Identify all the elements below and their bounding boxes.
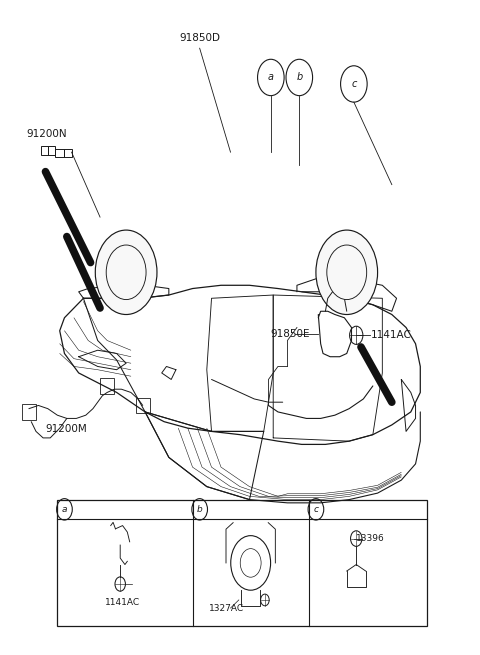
Bar xyxy=(48,145,55,155)
Bar xyxy=(100,378,114,394)
Bar xyxy=(22,404,36,420)
Text: 1327AC: 1327AC xyxy=(209,603,244,612)
Circle shape xyxy=(327,245,367,299)
Text: b: b xyxy=(296,73,302,83)
Text: 91200M: 91200M xyxy=(46,424,87,434)
Text: b: b xyxy=(197,505,203,514)
Text: 1141AC: 1141AC xyxy=(371,330,411,341)
Bar xyxy=(57,500,427,626)
Circle shape xyxy=(96,230,157,314)
Bar xyxy=(41,145,48,155)
Text: c: c xyxy=(351,79,357,89)
Bar xyxy=(55,149,63,157)
Bar xyxy=(136,398,150,413)
Bar xyxy=(63,149,72,157)
Circle shape xyxy=(316,230,378,314)
Text: 91850D: 91850D xyxy=(179,33,220,43)
Text: c: c xyxy=(313,505,318,514)
Text: 1141AC: 1141AC xyxy=(105,599,140,607)
Text: a: a xyxy=(62,505,67,514)
Text: 13396: 13396 xyxy=(356,534,385,543)
Text: a: a xyxy=(268,73,274,83)
Text: 91200N: 91200N xyxy=(26,129,67,139)
Text: 91850E: 91850E xyxy=(271,329,311,339)
Circle shape xyxy=(106,245,146,299)
